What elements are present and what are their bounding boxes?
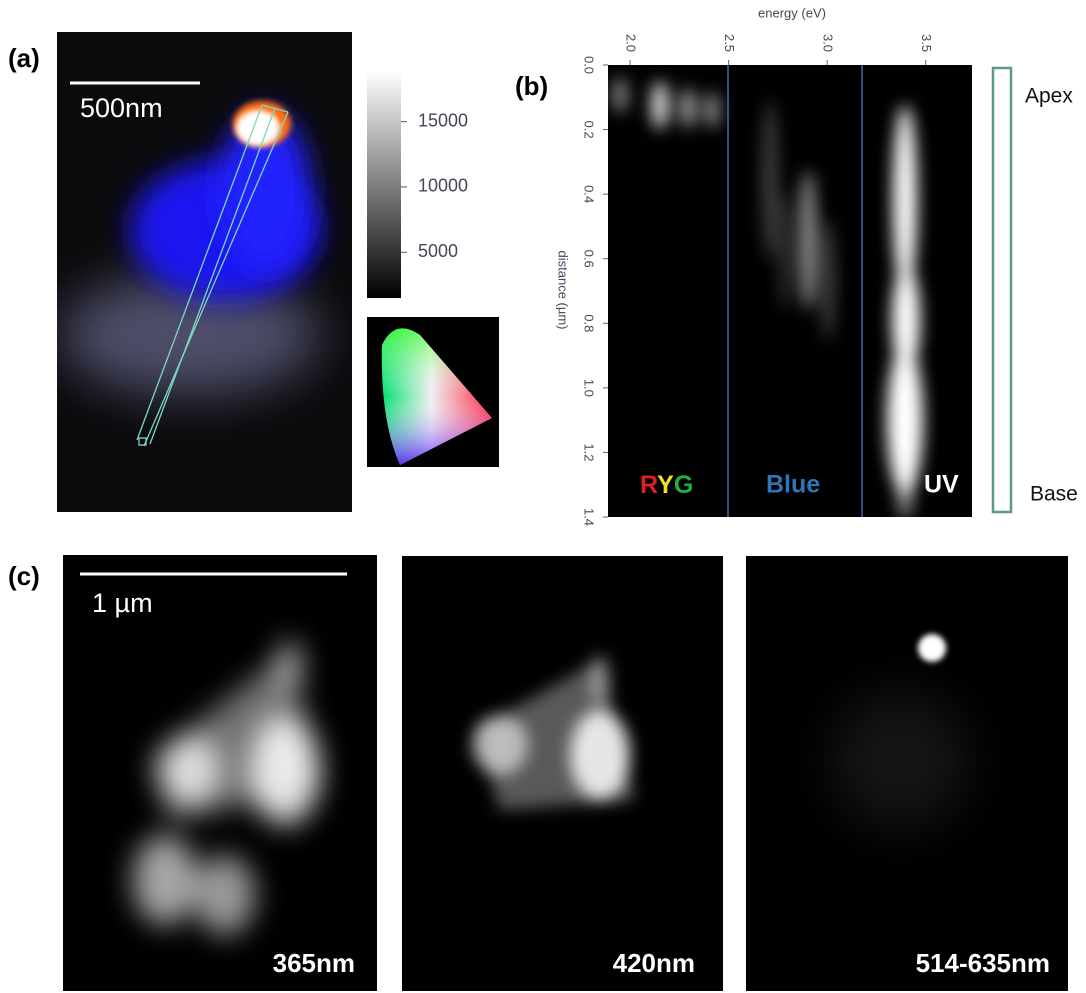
region-letter: G xyxy=(674,471,693,499)
figure: (a) 500nm 5000 10000 15000 (b) xyxy=(0,0,1086,993)
image-c3: 514-635nm xyxy=(746,556,1068,991)
base-label: Base xyxy=(1030,483,1078,506)
y-tick-label: 1.0 xyxy=(582,379,597,397)
panel-label: (b) xyxy=(515,71,548,101)
y-tick-label: 0.6 xyxy=(582,250,597,268)
region-letter: Y xyxy=(657,471,674,499)
colorbar-tick-label: 15000 xyxy=(418,110,468,130)
region-label: UV xyxy=(924,471,959,499)
image-b: RYG Blue UV xyxy=(608,65,972,520)
region-letter: R xyxy=(640,471,658,499)
x-tick-label: 2.0 xyxy=(624,34,639,52)
bracket xyxy=(993,68,1011,512)
panel-label: (a) xyxy=(8,43,40,73)
scale-bar-label: 500nm xyxy=(80,93,163,123)
image-c1: 1 µm 365nm xyxy=(63,555,377,991)
x-tick-label: 3.0 xyxy=(821,34,836,52)
region-label: Blue xyxy=(766,471,820,499)
axis-title: energy (eV) xyxy=(758,5,826,20)
y-tick-label: 0.0 xyxy=(582,56,597,74)
colorbar-ticks: 5000 10000 15000 xyxy=(401,110,468,261)
y-tick-label: 0.2 xyxy=(582,121,597,139)
axis-title: distance (µm) xyxy=(556,250,571,329)
image-label: 365nm xyxy=(273,948,355,978)
region-label: RYG xyxy=(640,471,693,499)
chromaticity-diagram xyxy=(367,317,499,467)
colorbar-tick-label: 5000 xyxy=(418,241,458,261)
image-label: 420nm xyxy=(613,948,695,978)
y-tick-label: 0.8 xyxy=(582,314,597,332)
y-tick-label: 1.2 xyxy=(582,443,597,461)
colorbar xyxy=(367,72,401,298)
panel-label: (c) xyxy=(8,561,40,591)
image-label: 514-635nm xyxy=(916,948,1050,978)
scale-bar-label: 1 µm xyxy=(92,588,153,618)
y-tick-label: 0.4 xyxy=(582,185,597,203)
image-a: 500nm xyxy=(57,32,352,512)
y-tick-label: 1.4 xyxy=(582,508,597,526)
apex-label: Apex xyxy=(1025,85,1073,108)
image-c2: 420nm xyxy=(402,556,723,991)
x-tick-label: 3.5 xyxy=(919,34,934,52)
colorbar-tick-label: 10000 xyxy=(418,176,468,196)
x-tick-label: 2.5 xyxy=(722,34,737,52)
